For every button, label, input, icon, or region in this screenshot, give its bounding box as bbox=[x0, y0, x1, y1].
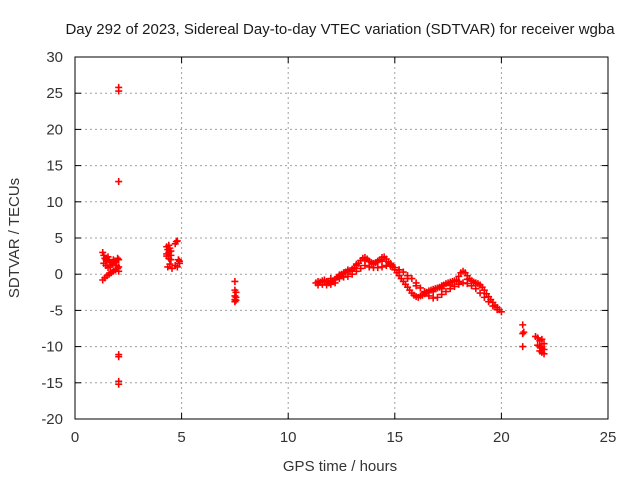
data-point bbox=[480, 293, 488, 301]
data-point bbox=[173, 263, 181, 271]
data-point bbox=[538, 335, 546, 343]
data-point bbox=[540, 350, 548, 358]
data-point bbox=[357, 264, 365, 272]
data-point bbox=[446, 281, 454, 289]
data-point bbox=[489, 302, 497, 310]
series-cluster-21-22h bbox=[519, 321, 548, 358]
y-tick-label: -15 bbox=[41, 375, 63, 392]
y-tick-label: 15 bbox=[46, 158, 63, 175]
data-point bbox=[387, 259, 395, 267]
data-point bbox=[455, 277, 463, 285]
data-point bbox=[344, 272, 352, 280]
data-point bbox=[425, 292, 433, 300]
data-point bbox=[480, 286, 488, 294]
data-point bbox=[399, 268, 407, 276]
series-cluster-1.3-2.1h bbox=[99, 83, 123, 388]
data-point bbox=[115, 256, 123, 264]
data-point bbox=[442, 288, 450, 296]
x-axis-label: GPS time / hours bbox=[283, 458, 397, 475]
data-point bbox=[497, 308, 505, 316]
data-point bbox=[519, 343, 527, 351]
data-point bbox=[231, 298, 239, 306]
x-tick-label: 15 bbox=[386, 429, 403, 446]
x-tick-label: 20 bbox=[493, 429, 510, 446]
data-point bbox=[331, 279, 339, 287]
data-point bbox=[519, 330, 527, 338]
data-point bbox=[433, 293, 441, 301]
chart-title: Day 292 of 2023, Sidereal Day-to-day VTE… bbox=[65, 21, 615, 38]
y-tick-label: -10 bbox=[41, 339, 63, 356]
data-point bbox=[412, 282, 420, 290]
series-cluster-4.3-4.9h bbox=[163, 237, 183, 272]
data-point bbox=[468, 282, 476, 290]
y-tick-label: -5 bbox=[50, 302, 63, 319]
y-tick-label: 5 bbox=[55, 230, 63, 247]
x-tick-label: 5 bbox=[177, 429, 185, 446]
data-point bbox=[166, 260, 174, 268]
data-point bbox=[361, 256, 369, 264]
data-point bbox=[429, 288, 437, 296]
data-point bbox=[114, 254, 122, 262]
data-point bbox=[485, 298, 493, 306]
x-tick-label: 0 bbox=[71, 429, 79, 446]
data-point bbox=[115, 263, 123, 271]
data-point bbox=[493, 306, 501, 314]
data-point bbox=[438, 285, 446, 293]
data-point bbox=[348, 270, 356, 278]
x-tick-label: 25 bbox=[600, 429, 617, 446]
y-tick-label: 25 bbox=[46, 85, 63, 102]
data-point bbox=[416, 284, 424, 292]
data-point bbox=[378, 257, 386, 265]
grid bbox=[75, 57, 608, 419]
x-tick-label: 10 bbox=[280, 429, 297, 446]
data-point bbox=[369, 260, 377, 268]
series-cluster-11.3-20h bbox=[312, 253, 505, 316]
data-point bbox=[335, 271, 343, 279]
data-point bbox=[352, 260, 360, 268]
data-point bbox=[115, 178, 123, 186]
data-point bbox=[115, 87, 123, 95]
data-point bbox=[168, 264, 176, 272]
data-point bbox=[115, 380, 123, 388]
y-tick-label: -20 bbox=[41, 411, 63, 428]
data-point bbox=[352, 267, 360, 275]
data-point bbox=[421, 288, 429, 296]
data-point bbox=[232, 296, 240, 304]
y-tick-label: 20 bbox=[46, 121, 63, 138]
data-point bbox=[520, 328, 528, 336]
data-point bbox=[391, 264, 399, 272]
y-tick-label: 10 bbox=[46, 194, 63, 211]
tick-labels: 0 5 10 15 20 25 -20 -15 -10 -5 0 5 10 15 20 25 30 bbox=[41, 49, 616, 446]
data-points bbox=[99, 83, 548, 388]
y-axis-label: SDTVAR / TECUs bbox=[6, 178, 23, 298]
ticks bbox=[74, 56, 609, 420]
data-point bbox=[327, 275, 335, 283]
data-point bbox=[463, 275, 471, 283]
y-tick-label: 30 bbox=[46, 49, 63, 66]
data-point bbox=[450, 283, 458, 291]
data-point bbox=[167, 251, 175, 259]
data-point bbox=[344, 266, 352, 274]
data-point bbox=[231, 277, 239, 285]
data-point bbox=[174, 256, 182, 264]
data-point bbox=[175, 259, 183, 267]
data-point bbox=[404, 275, 412, 283]
data-point bbox=[115, 353, 123, 361]
data-point bbox=[173, 237, 181, 245]
y-tick-label: 0 bbox=[55, 266, 63, 283]
data-point bbox=[476, 289, 484, 297]
data-point bbox=[395, 266, 403, 274]
series-cluster-7.5h bbox=[231, 277, 240, 306]
data-point bbox=[519, 321, 527, 329]
data-point bbox=[472, 285, 480, 293]
